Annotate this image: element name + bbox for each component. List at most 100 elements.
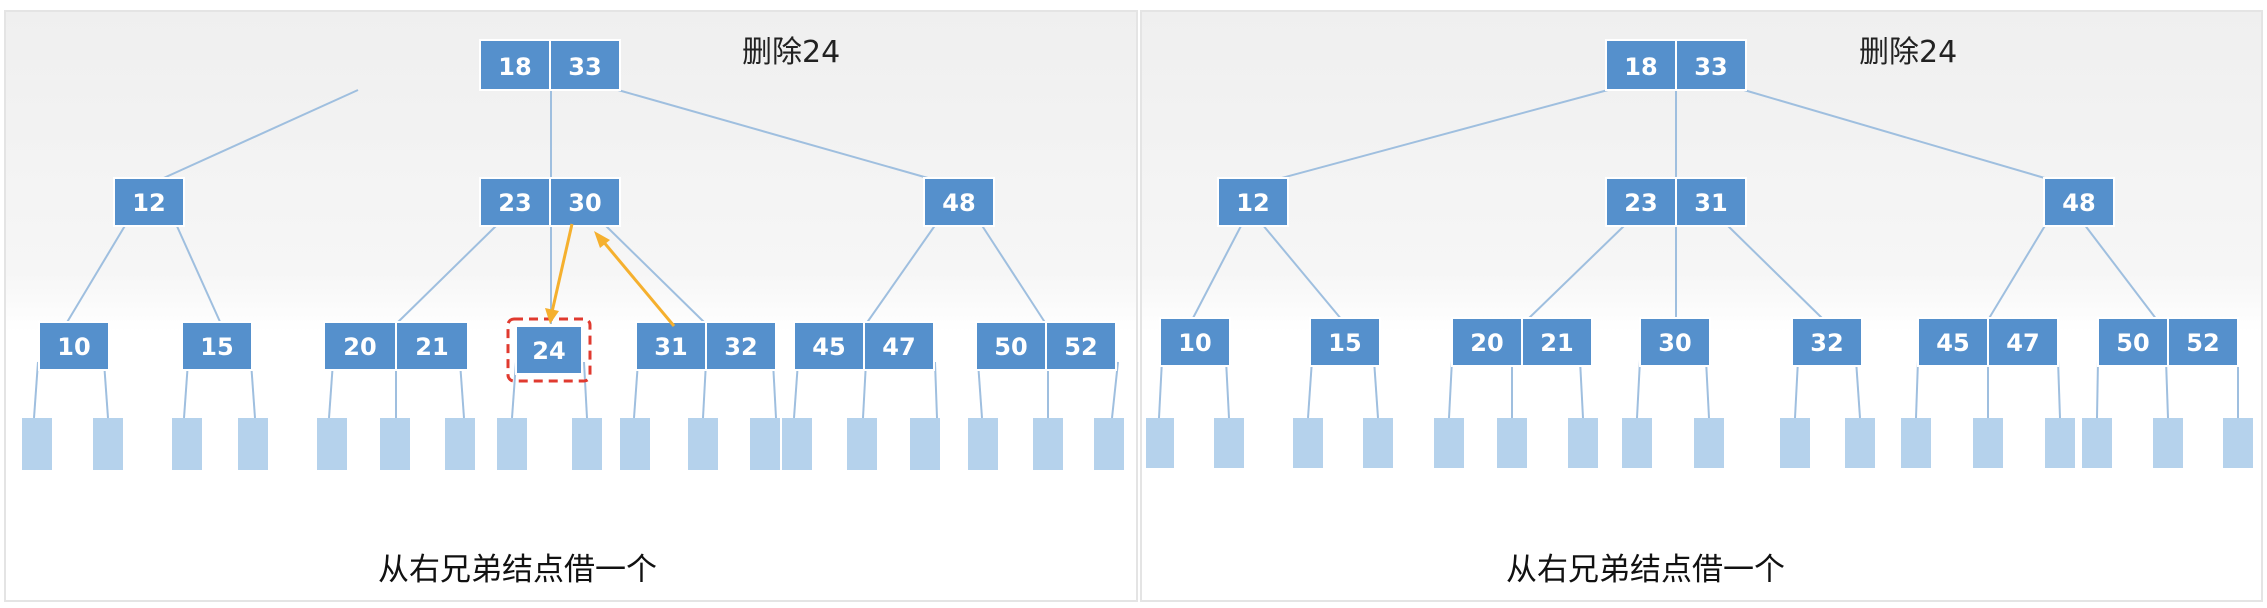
leaf-pointer — [1622, 418, 1652, 468]
node-key-label: 31 — [654, 333, 687, 361]
node-key-label: 21 — [1540, 329, 1573, 357]
node-key: 50 — [975, 321, 1047, 371]
node-key-label: 23 — [1624, 189, 1657, 217]
node-key-label: 15 — [1328, 329, 1361, 357]
arrowhead — [545, 308, 559, 324]
node-key: 31 — [1675, 177, 1747, 227]
node-key: 10 — [38, 321, 110, 371]
leaf-pointer — [497, 418, 527, 470]
leaf-pointer — [1214, 418, 1244, 468]
node-key: 30 — [1639, 317, 1711, 367]
leaf-pointer — [22, 418, 52, 470]
right-title: 删除24 — [1859, 35, 1957, 70]
node-key: 18 — [479, 39, 551, 91]
node-key: 47 — [1987, 317, 2059, 367]
node-key-label: 30 — [568, 189, 601, 217]
leaf-pointer — [2082, 418, 2112, 468]
leaf-pointer — [1033, 418, 1063, 470]
right-root-node: 18 33 — [1605, 39, 1747, 91]
leaf-pointer — [2153, 418, 2183, 468]
node-key-label: 10 — [1178, 329, 1211, 357]
leaf-pointer — [2223, 418, 2253, 468]
node-key-label: 45 — [1936, 329, 1969, 357]
leaf-pointer — [1293, 418, 1323, 468]
node-key: 18 — [1605, 39, 1677, 91]
node-key: 32 — [705, 321, 777, 371]
node-key-label: 23 — [498, 189, 531, 217]
leaf-pointer — [782, 418, 812, 470]
node-key: 45 — [793, 321, 865, 371]
node-key-label: 24 — [532, 337, 565, 365]
left-tree-diagram: 删除24 从右兄弟结点借一个 — [22, 35, 1124, 588]
node-key-label: 15 — [200, 333, 233, 361]
right-tree-diagram: 删除24 从右兄弟结点借一个 — [1146, 35, 2253, 588]
node-key: 50 — [2097, 317, 2169, 367]
node-key-label: 48 — [2062, 189, 2095, 217]
right-leaf-pointers — [1146, 418, 2253, 468]
leaf-pointer — [1901, 418, 1931, 468]
node-key: 32 — [1791, 317, 1863, 367]
node-key-label: 33 — [1694, 53, 1727, 81]
leaf-pointer — [1497, 418, 1527, 468]
node-key: 21 — [395, 321, 469, 371]
leaf-pointer — [172, 418, 202, 470]
left-caption: 从右兄弟结点借一个 — [378, 552, 657, 588]
node-key: 15 — [181, 321, 253, 371]
node-key: 20 — [1451, 317, 1523, 367]
node-key-label: 21 — [415, 333, 448, 361]
left-level2-nodes: 10 15 20 21 24 31 — [38, 321, 1117, 375]
node-key-label: 20 — [343, 333, 376, 361]
left-level1-nodes: 12 23 30 48 — [113, 177, 995, 227]
leaf-pointer — [1973, 418, 2003, 468]
right-panel: 删除24 从右兄弟结点借一个 — [1140, 10, 2263, 602]
node-key-label: 18 — [1624, 53, 1657, 81]
leaf-pointer — [93, 418, 123, 470]
leaf-pointer — [1694, 418, 1724, 468]
leaf-pointer — [968, 418, 998, 470]
leaf-pointer — [572, 418, 602, 470]
left-root-node: 18 33 — [479, 39, 621, 91]
node-key-label: 30 — [1658, 329, 1691, 357]
node-key-label: 45 — [812, 333, 845, 361]
node-key: 21 — [1521, 317, 1593, 367]
left-leaf-pointers — [22, 418, 1124, 470]
right-edges — [1158, 89, 2239, 419]
leaf-pointer — [317, 418, 347, 470]
node-key-label: 47 — [2006, 329, 2039, 357]
node-key: 33 — [549, 39, 621, 91]
node-key-label: 33 — [568, 53, 601, 81]
node-key: 52 — [2167, 317, 2239, 367]
node-key: 12 — [113, 177, 185, 227]
leaf-pointer — [238, 418, 268, 470]
left-edges — [33, 89, 1119, 419]
node-key-label: 32 — [1810, 329, 1843, 357]
node-key-label: 12 — [132, 189, 165, 217]
node-key-label: 20 — [1470, 329, 1503, 357]
leaf-pointer — [1094, 418, 1124, 470]
node-key-label: 50 — [994, 333, 1027, 361]
leaf-pointer — [2045, 418, 2075, 468]
node-key-label: 18 — [498, 53, 531, 81]
arrowhead — [594, 231, 610, 248]
node-key: 33 — [1675, 39, 1747, 91]
node-key-label: 48 — [942, 189, 975, 217]
node-key: 47 — [863, 321, 935, 371]
node-key: 30 — [549, 177, 621, 227]
leaf-pointer — [910, 418, 940, 470]
node-key-label: 47 — [882, 333, 915, 361]
node-key-label: 50 — [2116, 329, 2149, 357]
right-level2-nodes: 10 15 20 21 30 32 — [1159, 317, 2239, 367]
leaf-pointer — [380, 418, 410, 470]
leaf-pointer — [620, 418, 650, 470]
leaf-pointer — [1568, 418, 1598, 468]
left-title: 删除24 — [742, 35, 840, 70]
leaf-pointer — [1146, 418, 1174, 468]
arrow-sibling-to-parent — [600, 239, 676, 327]
leaf-pointer — [1845, 418, 1875, 468]
node-key-label: 32 — [724, 333, 757, 361]
node-key: 20 — [323, 321, 397, 371]
borrow-arrows — [545, 223, 676, 327]
arrow-parent-to-deleted — [550, 223, 574, 313]
node-key: 31 — [635, 321, 707, 371]
node-key-label: 10 — [57, 333, 90, 361]
